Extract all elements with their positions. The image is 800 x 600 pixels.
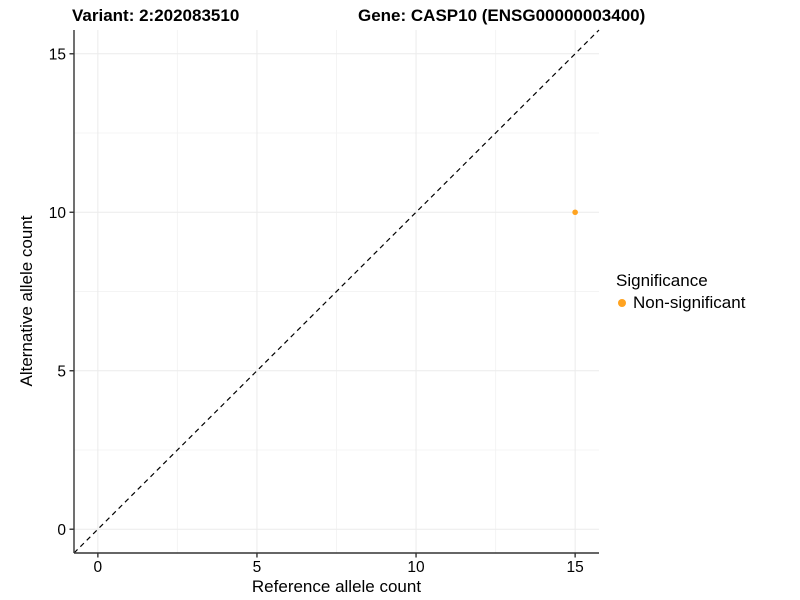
legend-item-label: Non-significant <box>633 293 746 312</box>
gene-title: Gene: CASP10 (ENSG00000003400) <box>358 6 646 25</box>
x-tick-label: 5 <box>253 559 262 576</box>
legend: Significance Non-significant <box>616 271 745 313</box>
legend-point-icon <box>618 299 626 307</box>
x-axis-title: Reference allele count <box>251 577 422 596</box>
x-tick-label: 10 <box>407 559 425 576</box>
x-tick-label: 15 <box>567 559 584 576</box>
variant-title: Variant: 2:202083510 <box>72 6 240 25</box>
y-tick-label: 5 <box>57 363 66 380</box>
x-tick-label: 0 <box>94 559 103 576</box>
y-axis-title-text: Alternative allele count <box>17 215 36 387</box>
y-tick-label: 0 <box>57 522 66 539</box>
data-point <box>572 209 578 216</box>
y-tick-label: 15 <box>49 46 66 63</box>
y-tick-label: 10 <box>49 205 67 222</box>
legend-item: Non-significant <box>616 293 745 313</box>
identity-dashed-line <box>73 29 600 554</box>
legend-title: Significance <box>616 271 708 290</box>
